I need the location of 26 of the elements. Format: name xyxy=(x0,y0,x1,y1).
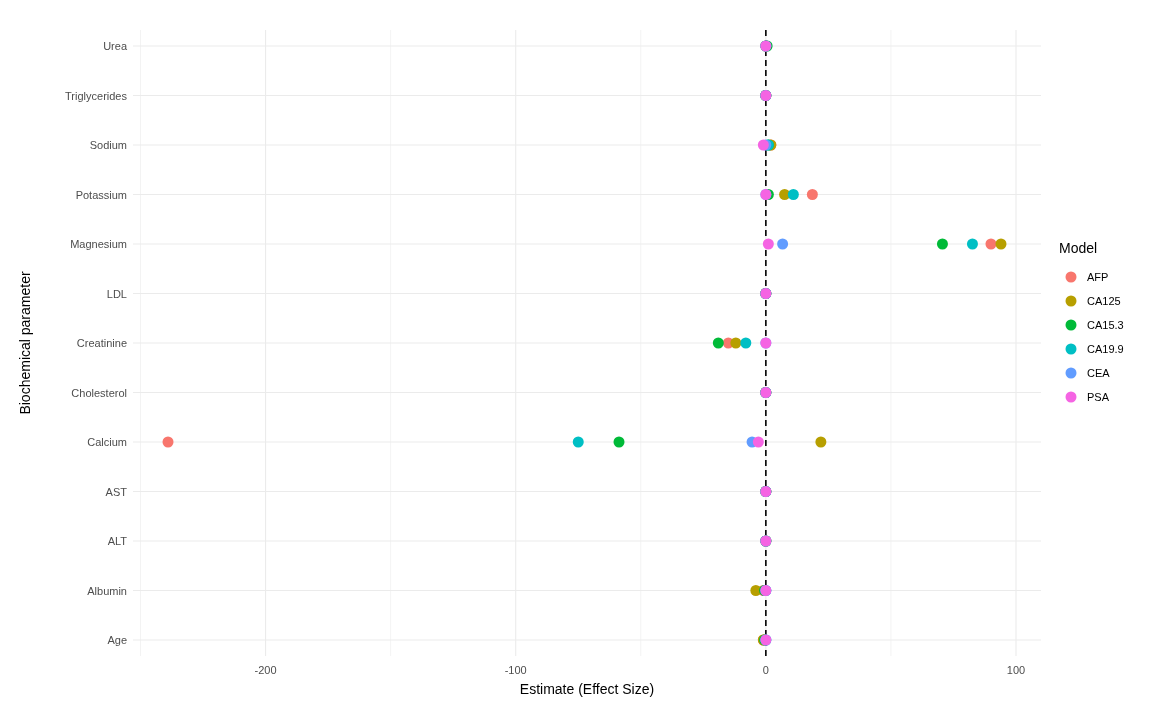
x-tick-label: 100 xyxy=(1006,664,1026,676)
x-tick-label: -100 xyxy=(504,664,527,676)
legend-label: CA125 xyxy=(1087,295,1121,307)
y-tick-label: ALT xyxy=(107,535,128,547)
y-tick-label: Age xyxy=(107,634,127,646)
y-tick-label: Cholesterol xyxy=(71,386,127,399)
y-tick-label: AST xyxy=(105,485,128,498)
y-tick-label: Triglycerides xyxy=(65,89,128,102)
legend-label: CEA xyxy=(1087,367,1111,379)
legend-label: AFP xyxy=(1087,271,1109,283)
legend-title: Model xyxy=(1059,240,1098,256)
x-tick-label: -200 xyxy=(254,664,277,676)
y-tick-label: Creatinine xyxy=(76,337,127,349)
y-axis-title: Biochemical parameter xyxy=(17,271,33,415)
y-tick-label: Potassium xyxy=(75,188,127,201)
y-tick-label: Albumin xyxy=(87,584,127,597)
y-tick-label: Sodium xyxy=(89,139,127,151)
y-tick-label: LDL xyxy=(106,287,127,300)
y-tick-label: Calcium xyxy=(87,436,127,448)
legend-label: CA19.9 xyxy=(1087,343,1124,355)
x-axis-title: Estimate (Effect Size) xyxy=(519,681,655,697)
legend-label: CA15.3 xyxy=(1087,319,1124,331)
legend-label: PSA xyxy=(1087,391,1110,403)
x-tick-label: 0 xyxy=(762,664,769,676)
y-tick-label: Urea xyxy=(103,40,128,52)
y-tick-label: Magnesium xyxy=(70,238,127,250)
